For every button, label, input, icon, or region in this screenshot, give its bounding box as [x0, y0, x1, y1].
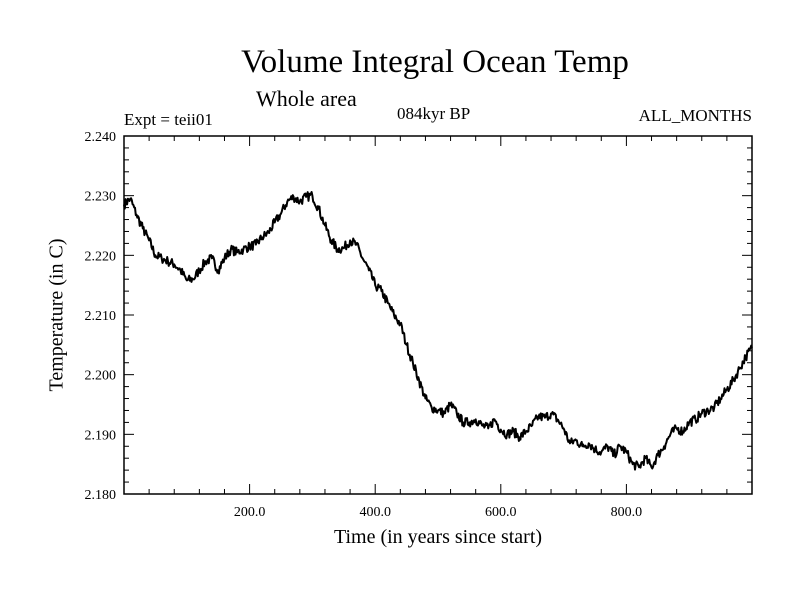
y-tick-label: 2.200 — [85, 369, 117, 384]
chart-title: Volume Integral Ocean Temp — [241, 44, 629, 80]
x-tick-label: 200.0 — [234, 505, 266, 520]
axis-ticks — [124, 135, 752, 495]
y-tick-label: 2.210 — [85, 309, 117, 324]
months-label: ALL_MONTHS — [638, 106, 752, 125]
x-tick-label: 400.0 — [359, 505, 391, 520]
temperature-series-line — [123, 191, 753, 471]
period-label: 084kyr BP — [397, 104, 471, 123]
y-tick-label: 2.240 — [85, 130, 117, 145]
y-tick-label: 2.230 — [85, 190, 117, 205]
experiment-label: Expt = teii01 — [124, 110, 213, 129]
y-tick-label: 2.180 — [85, 488, 117, 503]
y-tick-label: 2.190 — [85, 428, 117, 443]
x-tick-label: 600.0 — [485, 505, 517, 520]
chart-subtitle: Whole area — [256, 86, 357, 111]
plot-frame — [123, 135, 753, 495]
axis-tick-labels: 200.0 400.0 600.0 800.0 2.180 2.190 2.200 2.210… — [85, 130, 643, 520]
x-axis-label: Time (in years since start) — [333, 526, 543, 548]
y-tick-label: 2.220 — [85, 249, 117, 264]
x-tick-label: 800.0 — [611, 505, 643, 520]
